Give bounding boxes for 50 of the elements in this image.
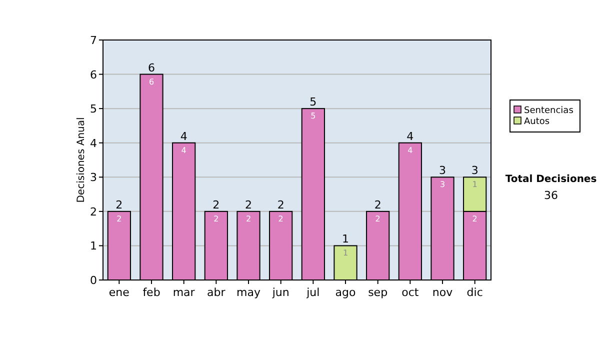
data-label: 2 [472,214,478,224]
legend-label: Autos [524,117,550,127]
total-label: 2 [245,198,252,212]
data-label: 1 [342,248,348,258]
text: Total Decisiones [505,174,597,185]
y-tick-label: 7 [90,34,97,47]
data-label: 5 [310,112,316,121]
total-label: 3 [439,164,446,178]
data-label: 2 [214,214,219,224]
total-label: 4 [180,130,188,143]
data-label: 3 [440,180,446,190]
x-tick-label: feb [142,286,160,299]
y-tick-label: 1 [90,240,97,253]
y-tick-label: 3 [90,171,97,184]
total-label: 2 [277,198,284,212]
text: 36 [544,189,558,202]
total-label: 3 [471,164,478,178]
x-tick-label: ago [335,286,356,299]
data-label: 2 [246,214,252,224]
x-tick-label: may [236,286,261,299]
x-tick-label: ene [108,286,130,299]
total-label: 4 [406,130,414,143]
y-tick-label: 5 [90,102,97,116]
total-label: 2 [116,198,123,212]
y-tick-label: 4 [90,136,97,150]
legend-label: Sentencias [524,106,574,116]
total-label: 2 [212,198,220,212]
y-tick-label: 0 [90,274,97,287]
x-tick-label: nov [432,286,454,299]
data-label: 1 [472,180,478,190]
y-axis-title: Decisiones Anual [76,117,87,203]
x-tick-label: jul [306,286,320,299]
data-label: 4 [181,146,186,155]
total-label: 5 [310,96,317,109]
x-tick-label: dic [466,286,483,299]
y-tick-label: 2 [90,205,97,218]
x-tick-label: sep [368,286,388,299]
total-label: 2 [374,198,382,212]
x-tick-label: mar [172,286,196,299]
data-label: 2 [375,214,380,224]
data-label: 6 [148,77,154,86]
x-tick-label: oct [402,286,420,299]
total-label: 6 [148,61,155,74]
x-tick-label: jun [271,286,290,299]
x-tick-label: abr [207,286,226,299]
y-tick-label: 6 [90,68,97,82]
total-label: 1 [342,232,349,246]
data-label: 4 [408,146,413,155]
data-label: 2 [278,214,284,224]
data-label: 2 [116,214,122,224]
